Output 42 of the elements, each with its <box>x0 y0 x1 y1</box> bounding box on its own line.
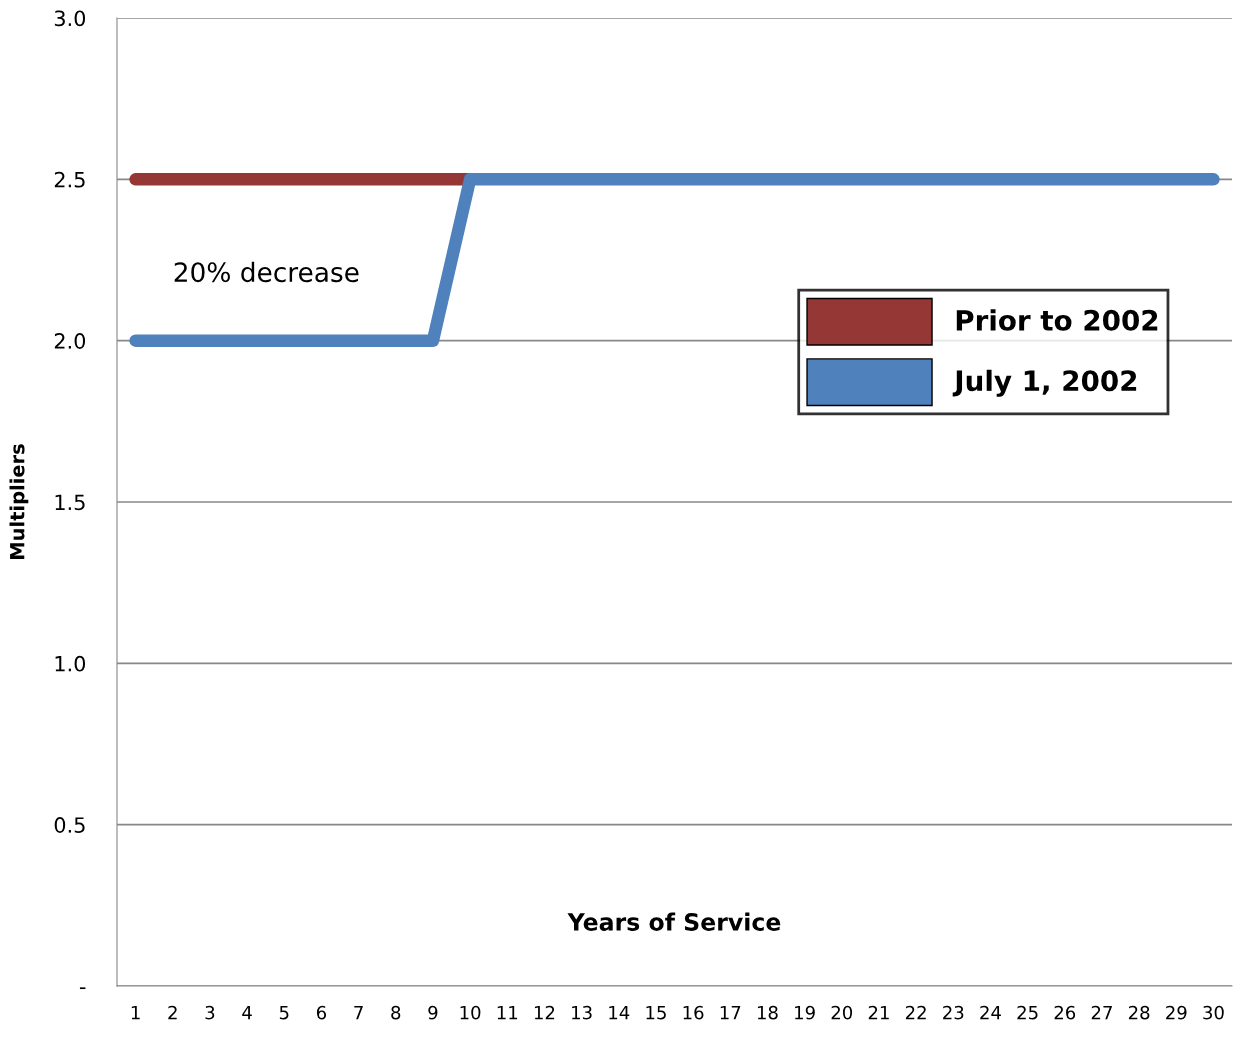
y-tick-label: - <box>79 987 86 990</box>
x-tick-label: 23 <box>943 1005 964 1020</box>
y-axis-title: Multipliers <box>9 444 29 559</box>
x-tick-label: 5 <box>279 1006 289 1020</box>
x-tick-label: 12 <box>534 1005 555 1020</box>
x-tick-label: 16 <box>683 1005 704 1020</box>
x-tick-label: 27 <box>1091 1005 1112 1020</box>
x-tick-label: 25 <box>1017 1005 1038 1020</box>
x-tick-label: 24 <box>980 1005 1001 1020</box>
x-tick-label: 6 <box>316 1005 327 1020</box>
y-tick-label: 1.5 <box>55 494 85 511</box>
x-tick-label: 2 <box>168 1005 177 1020</box>
x-tick-label: 15 <box>646 1006 666 1020</box>
y-tick-label: 0.5 <box>54 817 85 833</box>
x-axis-title: Years of Service <box>567 912 781 931</box>
x-tick-label: 7 <box>354 1006 363 1020</box>
x-tick-label: 8 <box>391 1005 401 1020</box>
x-tick-label: 17 <box>720 1006 741 1020</box>
y-tick-label: 3.0 <box>54 10 86 27</box>
x-tick-label: 9 <box>428 1005 438 1020</box>
legend-label: Prior to 2002 <box>956 309 1158 331</box>
x-tick-label: 21 <box>868 1005 889 1020</box>
x-tick-label: 19 <box>795 1005 815 1020</box>
x-tick-label: 26 <box>1054 1005 1076 1020</box>
x-tick-label: 10 <box>460 1005 481 1020</box>
x-tick-label: 28 <box>1128 1005 1150 1020</box>
x-tick-label: 20 <box>831 1005 853 1020</box>
x-tick-label: 18 <box>757 1005 778 1020</box>
x-tick-label: 22 <box>905 1005 926 1020</box>
y-tick-label: 2.5 <box>54 171 85 188</box>
x-tick-label: 1 <box>131 1006 140 1020</box>
legend-label: July 1, 2002 <box>952 369 1137 397</box>
annotation: 20% decrease <box>174 261 359 283</box>
y-tick-label: 1.0 <box>55 655 86 672</box>
y-tick-label: 2.0 <box>54 333 86 349</box>
x-tick-label: 14 <box>609 1006 630 1020</box>
x-tick-label: 4 <box>242 1006 252 1020</box>
x-tick-label: 3 <box>205 1005 215 1020</box>
x-tick-label: 13 <box>572 1005 592 1020</box>
x-tick-label: 11 <box>497 1006 518 1020</box>
x-tick-label: 30 <box>1203 1005 1224 1020</box>
x-tick-label: 29 <box>1166 1005 1187 1020</box>
